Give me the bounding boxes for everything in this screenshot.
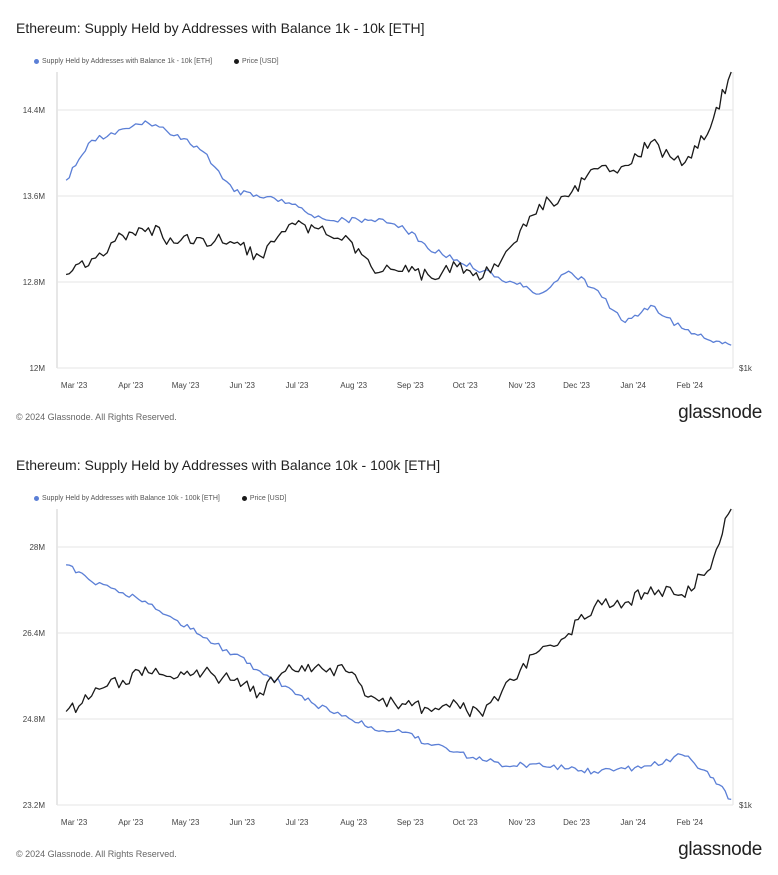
legend-dot-price-icon [234, 59, 240, 64]
legend-item-supply[interactable]: Supply Held by Addresses with Balance 1k… [34, 58, 212, 65]
legend-item-price[interactable]: Price [USD] [241, 495, 287, 502]
x-tick-label: Aug '23 [340, 818, 367, 827]
series-line-supply[interactable] [65, 120, 732, 346]
right-axis-label: $1k [739, 364, 753, 373]
y-tick-label: 24.8M [23, 715, 46, 724]
glassnode-logo: glassnode [678, 839, 762, 860]
legend-label-price: Price [USD] [249, 495, 287, 502]
x-tick-label: Mar '23 [61, 381, 88, 390]
x-tick-label: Jan '24 [620, 381, 646, 390]
chart-legend: Supply Held by Addresses with Balance 10… [34, 495, 286, 502]
legend-label-price: Price [USD] [242, 58, 279, 65]
y-tick-label: 13.6M [23, 192, 46, 201]
copyright-text: © 2024 Glassnode. All Rights Reserved. [16, 849, 177, 859]
x-tick-label: Dec '23 [563, 818, 590, 827]
x-tick-label: Jun '23 [229, 818, 255, 827]
y-tick-label: 26.4M [23, 629, 46, 638]
x-tick-label: Aug '23 [340, 381, 367, 390]
x-tick-label: Feb '24 [677, 818, 704, 827]
x-tick-label: Nov '23 [508, 381, 535, 390]
chart-title: Ethereum: Supply Held by Addresses with … [16, 457, 441, 473]
x-tick-label: Jul '23 [286, 381, 309, 390]
copyright-text: © 2024 Glassnode. All Rights Reserved. [16, 412, 177, 422]
legend-dot-price-icon [241, 496, 247, 501]
x-tick-label: Apr '23 [118, 818, 144, 827]
x-tick-label: Feb '24 [677, 381, 704, 390]
x-tick-label: Nov '23 [508, 818, 535, 827]
x-tick-label: Oct '23 [453, 818, 479, 827]
y-tick-label: 23.2M [23, 801, 46, 810]
series-line-supply[interactable] [66, 564, 732, 801]
x-tick-label: May '23 [172, 381, 200, 390]
x-tick-label: Sep '23 [397, 818, 424, 827]
x-tick-label: Jan '24 [620, 818, 646, 827]
x-tick-label: Jul '23 [286, 818, 309, 827]
y-tick-label: 12M [29, 364, 45, 373]
x-tick-label: Sep '23 [397, 381, 424, 390]
chart-panel-10k-100k: Ethereum: Supply Held by Addresses with … [0, 437, 778, 875]
x-tick-label: May '23 [172, 818, 200, 827]
x-tick-label: Mar '23 [61, 818, 88, 827]
chart-plot-1k-10k[interactable]: 14.4M 13.6M 12.8M 12M $1k Mar '23 Apr '23 May '… [0, 0, 778, 400]
legend-item-supply[interactable]: Supply Held by Addresses with Balance 10… [34, 495, 220, 502]
legend-dot-supply-icon [34, 496, 39, 501]
x-tick-label: Dec '23 [563, 381, 590, 390]
chart-legend: Supply Held by Addresses with Balance 1k… [34, 58, 279, 65]
legend-dot-supply-icon [34, 59, 39, 64]
right-axis-label: $1k [739, 801, 753, 810]
y-tick-label: 28M [29, 543, 45, 552]
x-tick-label: Jun '23 [229, 381, 255, 390]
x-tick-label: Oct '23 [453, 381, 479, 390]
y-tick-label: 14.4M [23, 106, 46, 115]
legend-label-supply: Supply Held by Addresses with Balance 1k… [42, 58, 213, 65]
series-line-price[interactable] [65, 71, 732, 281]
x-tick-label: Apr '23 [118, 381, 144, 390]
y-tick-label: 12.8M [23, 278, 46, 287]
chart-panel-1k-10k: Ethereum: Supply Held by Addresses with … [0, 0, 778, 437]
glassnode-logo: glassnode [678, 402, 762, 423]
chart-title: Ethereum: Supply Held by Addresses with … [16, 20, 425, 36]
legend-item-price[interactable]: Price [USD] [234, 58, 279, 65]
series-line-price[interactable] [65, 508, 732, 718]
legend-label-supply: Supply Held by Addresses with Balance 10… [42, 495, 220, 502]
chart-plot-10k-100k[interactable]: 28M 26.4M 24.8M 23.2M $1k Mar '23 Apr '23 May '… [0, 437, 778, 837]
